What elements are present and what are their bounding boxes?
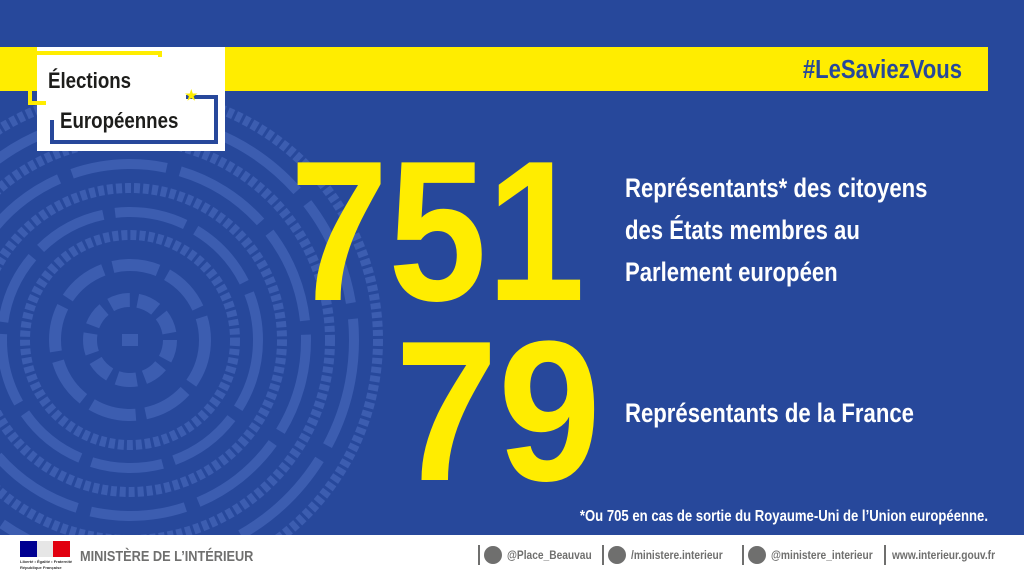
social-links: @Place_Beauvau /ministere.interieur @min… bbox=[478, 545, 996, 565]
facebook-link[interactable]: /ministere.interieur bbox=[631, 549, 723, 562]
description-line: Représentants de la France bbox=[625, 399, 914, 429]
footer bbox=[0, 535, 1024, 576]
description-line: des États membres au bbox=[625, 215, 860, 246]
description-line: Parlement européen bbox=[625, 258, 838, 288]
marianne-text: Liberté • Égalité • Fraternité bbox=[20, 559, 73, 564]
footnote: *Ou 705 en cas de sortie du Royaume-Uni … bbox=[580, 508, 988, 525]
website-link[interactable]: www.interieur.gouv.fr bbox=[891, 549, 996, 562]
hemicycle bbox=[0, 87, 383, 576]
description-line: Représentants* des citoyens bbox=[625, 174, 927, 204]
marianne-logo: Liberté • Égalité • Fraternité Républiqu… bbox=[20, 541, 73, 570]
big-number: 79 bbox=[395, 300, 601, 523]
big-number: 751 bbox=[290, 120, 585, 343]
ministry: MINISTÈRE DE L’INTÉRIEUR bbox=[80, 547, 253, 564]
logo-line: Élections bbox=[48, 69, 131, 94]
svg-text:★: ★ bbox=[185, 87, 198, 103]
logo: ★ Élections Européennes bbox=[28, 47, 225, 151]
descriptions: Représentants* des citoyens des États me… bbox=[625, 174, 927, 429]
logo-line: Européennes bbox=[60, 110, 178, 134]
instagram-link[interactable]: @ministere_interieur bbox=[771, 549, 873, 562]
marianne-text: République Française bbox=[20, 565, 62, 570]
twitter-link[interactable]: @Place_Beauvau bbox=[507, 549, 592, 562]
hashtag: #LeSaviezVous bbox=[803, 55, 962, 84]
